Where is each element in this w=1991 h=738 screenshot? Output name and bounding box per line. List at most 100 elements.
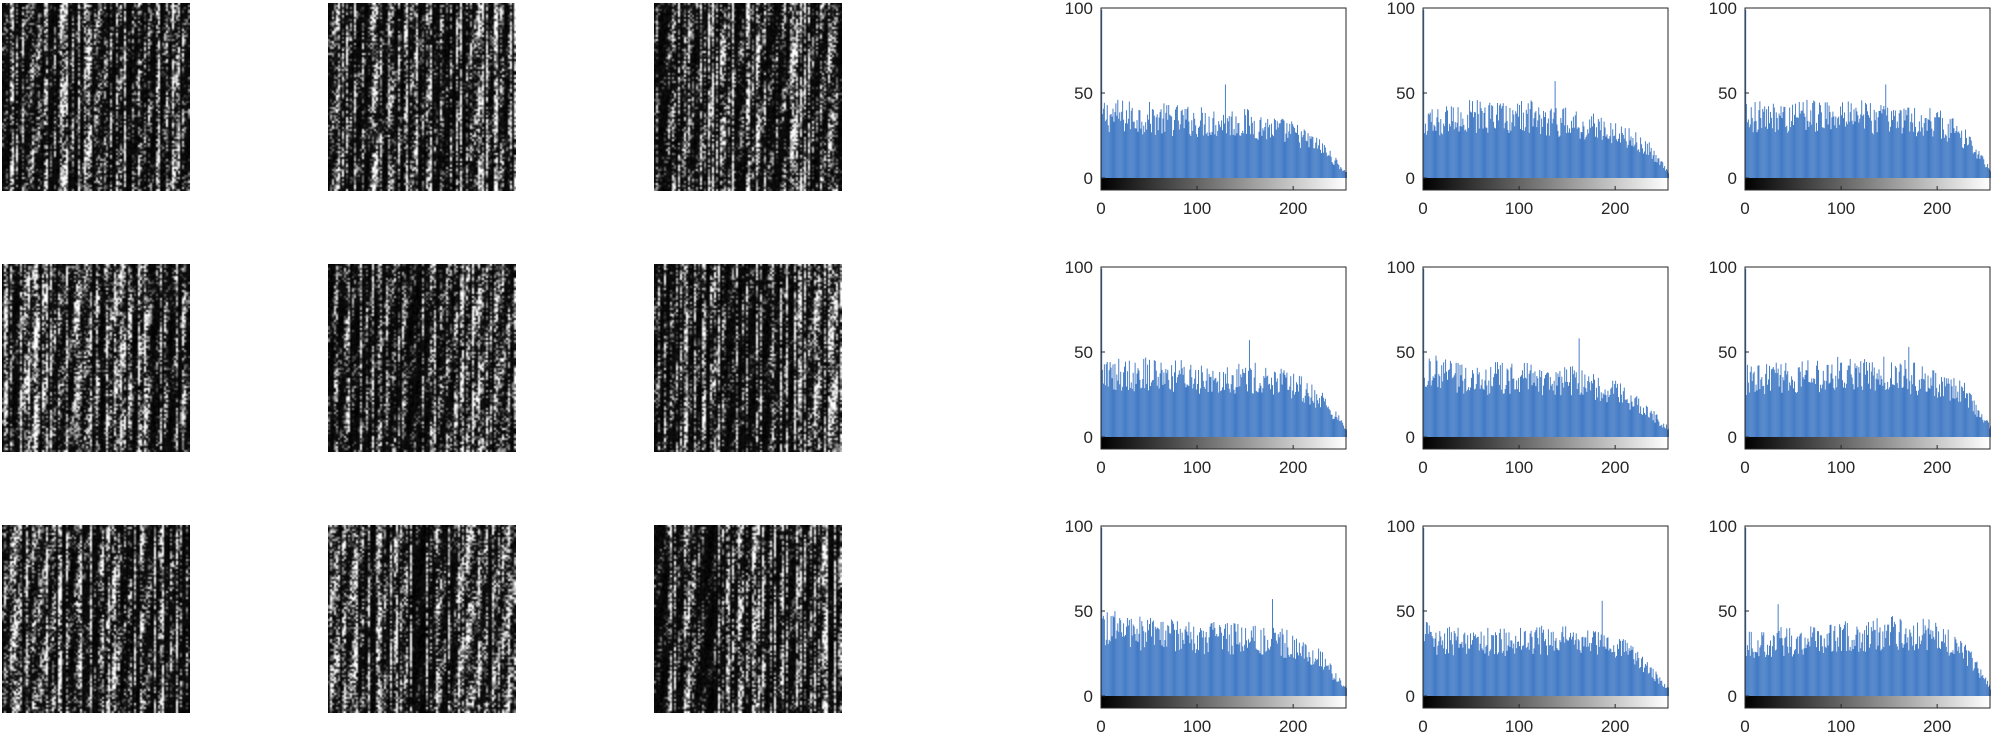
histogram-bar	[1208, 637, 1210, 696]
histogram-bar	[1263, 627, 1265, 696]
histogram-bar	[1638, 658, 1640, 696]
histogram-bar	[1607, 138, 1609, 178]
histogram-bar	[1625, 141, 1627, 178]
histogram-bar	[1286, 629, 1288, 696]
histogram-bar	[1327, 155, 1329, 178]
histogram-bar	[1593, 374, 1595, 437]
histogram-bar	[1196, 389, 1198, 437]
histogram-bar	[1898, 371, 1900, 437]
histogram-bar	[1934, 117, 1936, 178]
histogram-bar	[1449, 126, 1451, 178]
histogram-bar	[1291, 398, 1293, 437]
grayscale-colorbar	[1423, 437, 1668, 449]
histogram-bar	[1312, 137, 1314, 178]
histogram-bar	[1649, 151, 1651, 178]
histogram-bar	[1146, 129, 1148, 178]
histogram-bar	[1154, 626, 1156, 696]
histogram-bar	[1489, 102, 1491, 178]
histogram-bar	[1961, 642, 1963, 696]
y-tick-label: 100	[1065, 0, 1093, 18]
histogram-bar	[1599, 130, 1601, 178]
histogram-bar	[1519, 392, 1521, 437]
histogram-bar	[1910, 394, 1912, 437]
histogram-bar	[1274, 120, 1276, 178]
encrypted-image-1	[2, 3, 190, 191]
histogram-bar	[1785, 362, 1787, 437]
histogram-bar	[1810, 382, 1812, 437]
histogram-bar	[1283, 370, 1285, 437]
histogram-bar	[1145, 122, 1147, 178]
histogram-bar	[1858, 367, 1860, 437]
histogram-bar	[1565, 107, 1567, 178]
histogram-bar	[1132, 121, 1134, 178]
histogram-bar	[1973, 400, 1975, 437]
histogram-bar	[1828, 105, 1830, 178]
histogram-bar	[1131, 388, 1133, 437]
histogram-bar	[1832, 650, 1834, 696]
histogram-bar	[1548, 135, 1550, 178]
histogram-bar	[1331, 161, 1333, 178]
histogram-bar	[1452, 655, 1454, 696]
histogram-bar	[1175, 382, 1177, 437]
histogram-bar	[1268, 384, 1270, 437]
histogram-bar	[1940, 648, 1941, 696]
histogram-bar	[1247, 391, 1248, 437]
histogram-bar	[1583, 126, 1585, 178]
histogram-bar	[1486, 385, 1488, 437]
histogram-bar	[1647, 673, 1649, 696]
histogram-bar	[1789, 107, 1791, 178]
histogram-bar	[1459, 643, 1461, 696]
histogram-bar	[1224, 373, 1226, 437]
histogram-bar	[1818, 102, 1820, 178]
histogram-bar	[1510, 130, 1512, 178]
histogram-bar	[1207, 392, 1209, 437]
histogram-bar	[1843, 382, 1845, 437]
histogram-bar	[1775, 112, 1777, 178]
histogram-bar	[1469, 100, 1471, 178]
histogram-bar	[1101, 618, 1103, 696]
histogram-bar	[1640, 406, 1642, 437]
histogram-bar	[1988, 168, 1990, 178]
histogram-bar	[1633, 406, 1635, 437]
histogram-bar	[1534, 632, 1536, 696]
histogram-bar	[1316, 137, 1318, 178]
histogram-bar	[1857, 629, 1859, 696]
histogram-bar	[1804, 116, 1806, 178]
histogram-bar	[1512, 648, 1514, 696]
histogram-bar	[1897, 649, 1899, 696]
histogram-bar	[1825, 647, 1827, 696]
histogram-bar	[1173, 391, 1175, 437]
histogram-bar	[1201, 372, 1203, 437]
histogram-bar	[1936, 388, 1938, 437]
histogram-bar	[1803, 648, 1805, 696]
histogram-bar	[1189, 369, 1191, 437]
histogram-bar	[1528, 132, 1530, 178]
histogram-bar	[1521, 645, 1523, 696]
histogram-bar	[1944, 134, 1946, 178]
histogram-bar	[1952, 118, 1954, 178]
histogram-bar	[1636, 660, 1638, 696]
histogram-bar	[1856, 365, 1858, 437]
histogram-bar	[1225, 383, 1227, 437]
histogram-bar	[1794, 650, 1795, 696]
histogram-bar	[1339, 421, 1341, 437]
histogram-bar	[1758, 110, 1760, 178]
histogram-bar	[1846, 124, 1848, 178]
histogram-bar	[1465, 129, 1467, 178]
histogram-bar	[1119, 112, 1121, 178]
x-tick-label: 200	[1279, 199, 1307, 218]
histogram-bar	[1209, 377, 1211, 437]
grayscale-colorbar	[1423, 696, 1668, 708]
histogram-bar	[1442, 134, 1444, 178]
histogram-bar	[1533, 648, 1535, 696]
histogram-bar	[1915, 386, 1917, 437]
histogram-bar	[1182, 639, 1184, 696]
histogram-bar	[1749, 124, 1751, 178]
histogram-bar	[1902, 387, 1904, 437]
histogram-bar	[1311, 136, 1313, 178]
histogram-bar	[1661, 424, 1663, 437]
histogram-bar	[1230, 116, 1232, 178]
histogram-bar	[1595, 387, 1597, 437]
histogram-bar	[1909, 629, 1911, 696]
histogram-bar	[1769, 390, 1771, 437]
